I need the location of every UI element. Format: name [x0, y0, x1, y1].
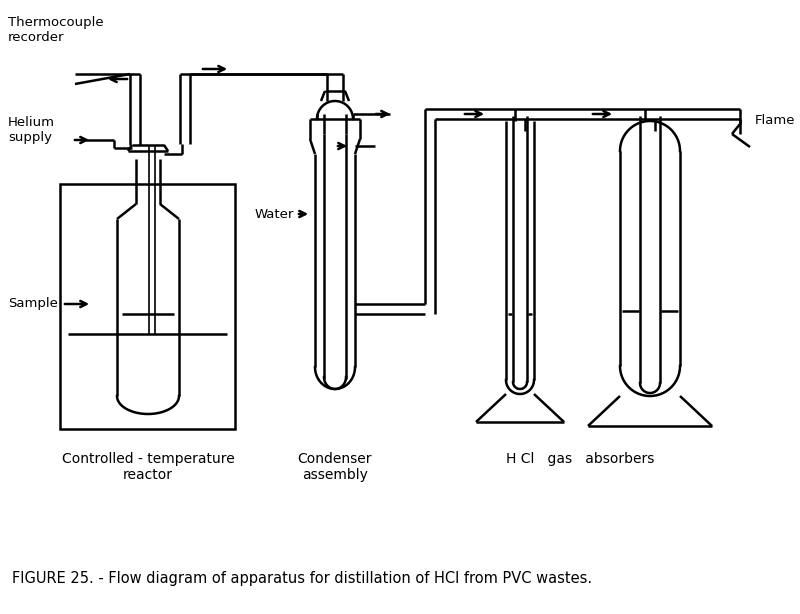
Text: Sample: Sample [8, 298, 58, 311]
Text: Thermocouple
recorder: Thermocouple recorder [8, 16, 104, 44]
Text: Helium
supply: Helium supply [8, 116, 55, 144]
Text: Controlled - temperature
reactor: Controlled - temperature reactor [62, 452, 234, 482]
Text: H Cl   gas   absorbers: H Cl gas absorbers [506, 452, 654, 466]
Text: Water: Water [255, 208, 294, 220]
Bar [60, 184, 235, 429]
Text: Condenser
assembly: Condenser assembly [298, 452, 372, 482]
Text: FIGURE 25. - Flow diagram of apparatus for distillation of HCl from PVC wastes.: FIGURE 25. - Flow diagram of apparatus f… [12, 572, 592, 586]
Text: Flame: Flame [755, 114, 795, 126]
